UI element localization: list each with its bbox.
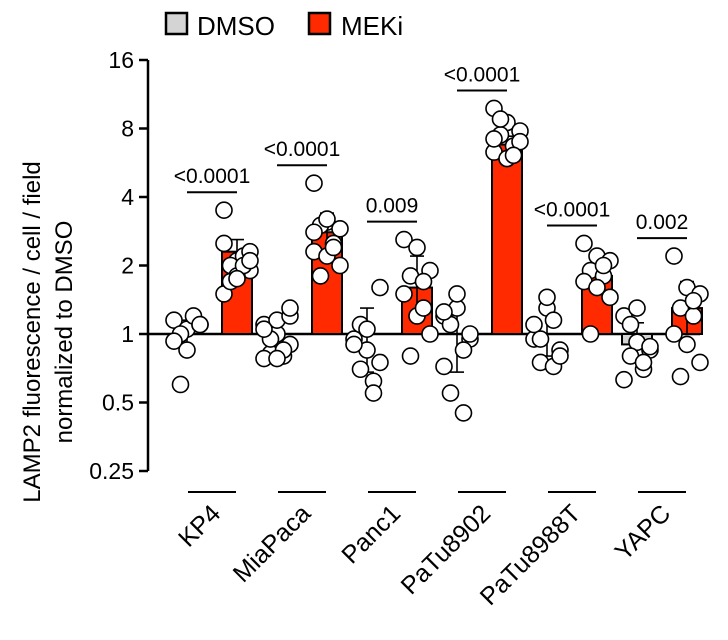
y-tick-label: 16 xyxy=(108,47,134,73)
x-tick-label: MiaPaca xyxy=(228,499,317,588)
dmso-data-point xyxy=(615,370,633,389)
dmso-data-point xyxy=(621,315,640,334)
meki-data-point xyxy=(678,335,696,354)
dmso-data-point xyxy=(634,353,653,372)
y-tick-label: 4 xyxy=(121,184,134,210)
meki-data-point xyxy=(331,219,349,238)
y-tick-label: 1 xyxy=(121,321,134,347)
dmso-data-point xyxy=(525,315,543,334)
meki-data-point xyxy=(331,256,349,275)
data-points xyxy=(165,99,709,422)
meki-data-point xyxy=(241,251,259,270)
dmso-data-point xyxy=(165,332,183,350)
meki-data-point xyxy=(414,272,433,291)
meki-data-point xyxy=(588,278,606,297)
meki-data-point xyxy=(575,234,593,253)
dmso-data-point xyxy=(538,288,556,307)
meki-data-point xyxy=(671,299,690,317)
x-tick-label: Panc1 xyxy=(336,499,406,569)
dmso-data-point xyxy=(531,330,550,348)
dmso-data-point xyxy=(371,278,389,297)
meki-data-point xyxy=(421,325,439,343)
p-value-label: <0.0001 xyxy=(444,63,521,86)
y-tick-label: 0.5 xyxy=(102,390,134,416)
meki-data-point xyxy=(305,174,323,192)
dmso-data-point xyxy=(364,384,383,402)
meki-data-point xyxy=(305,223,323,242)
meki-data-point xyxy=(485,130,503,148)
dmso-data-point xyxy=(461,325,479,343)
meki-bar xyxy=(491,143,523,335)
meki-data-point xyxy=(684,291,703,310)
meki-data-point xyxy=(665,325,683,343)
y-tick-label: 0.25 xyxy=(89,458,134,484)
dmso-data-point xyxy=(178,341,196,359)
meki-data-point xyxy=(581,325,600,343)
meki-data-point xyxy=(395,285,413,303)
dmso-data-point xyxy=(551,347,569,365)
meki-data-point xyxy=(228,269,246,288)
meki-data-point xyxy=(665,247,683,265)
meki-data-point xyxy=(324,238,343,257)
legend-label-meki: MEKi xyxy=(341,11,403,41)
dmso-data-point xyxy=(371,353,389,372)
meki-data-point xyxy=(408,238,426,257)
dmso-data-point xyxy=(641,337,659,356)
meki-data-point xyxy=(684,307,703,325)
dmso-data-point xyxy=(441,384,460,402)
p-value-label: <0.0001 xyxy=(174,165,251,188)
p-value-label: 0.009 xyxy=(366,195,419,218)
legend-swatch-meki xyxy=(307,11,332,36)
x-tick-label: KP4 xyxy=(173,499,226,552)
meki-data-point xyxy=(414,299,433,317)
meki-data-point xyxy=(601,288,619,307)
dmso-data-point xyxy=(281,299,299,317)
dmso-data-point xyxy=(171,375,190,394)
dmso-data-point xyxy=(448,285,466,303)
dmso-data-point xyxy=(345,335,363,354)
y-tick-label: 2 xyxy=(121,253,134,279)
legend-swatch-dmso xyxy=(164,11,189,36)
dmso-data-point xyxy=(435,303,453,321)
y-axis-title-line1: LAMP2 fluorescence / cell / field xyxy=(19,161,46,503)
dmso-data-point xyxy=(435,357,453,376)
x-tick-label: YAPC xyxy=(610,499,677,566)
dmso-data-point xyxy=(255,320,273,338)
meki-data-point xyxy=(311,267,330,285)
dmso-data-point xyxy=(191,315,209,334)
dmso-data-point xyxy=(268,349,286,368)
meki-data-point xyxy=(671,367,690,386)
meki-data-point xyxy=(504,146,523,165)
dmso-data-point xyxy=(628,299,646,317)
y-axis-title-line2: normalized to DMSO xyxy=(51,221,78,444)
dmso-data-point xyxy=(358,320,376,338)
meki-data-point xyxy=(215,234,233,253)
y-tick-label: 8 xyxy=(121,116,134,142)
meki-data-point xyxy=(318,210,336,228)
dmso-data-point xyxy=(544,311,563,329)
p-value-label: <0.0001 xyxy=(264,138,341,161)
meki-data-point xyxy=(491,110,510,128)
meki-data-point xyxy=(395,230,413,249)
y-axis-title: LAMP2 fluorescence / cell / field normal… xyxy=(19,161,78,503)
p-value-label: <0.0001 xyxy=(534,198,611,221)
meki-data-point xyxy=(215,201,233,219)
dmso-data-point xyxy=(454,341,473,359)
meki-data-point xyxy=(401,347,420,365)
legend-label-dmso: DMSO xyxy=(197,11,275,41)
legend: DMSO MEKi xyxy=(164,11,403,41)
dmso-data-point xyxy=(454,404,473,422)
dmso-data-point xyxy=(351,360,370,379)
meki-data-point xyxy=(691,353,709,372)
significance-annotations: <0.0001 <0.0001 0.009 <0.0001 <0.0001 0.002 xyxy=(174,63,689,240)
p-value-label: 0.002 xyxy=(636,211,689,234)
meki-data-point xyxy=(594,256,613,275)
